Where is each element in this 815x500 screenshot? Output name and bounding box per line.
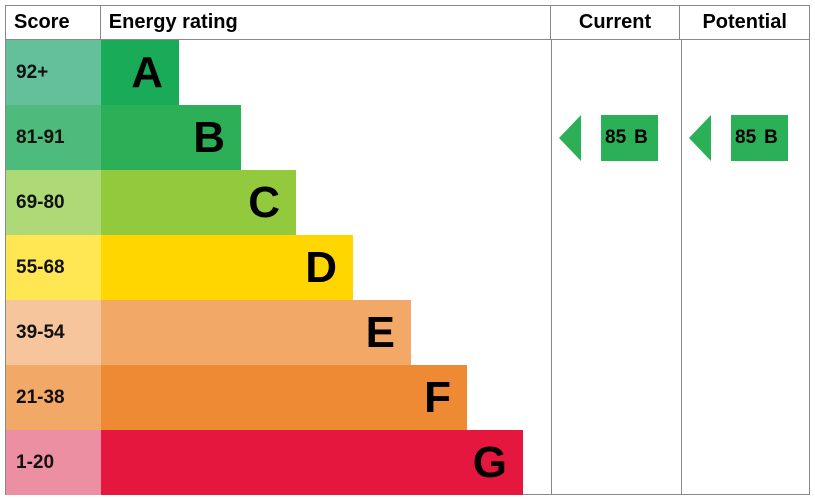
arrow-letter: B bbox=[764, 127, 778, 149]
rating-bar: A bbox=[101, 40, 179, 105]
arrow-letter: B bbox=[634, 127, 648, 149]
score-range: 55-68 bbox=[6, 235, 101, 300]
arrow-score: 85 bbox=[735, 127, 756, 149]
chart-body: 92+A81-91B69-80C55-68D39-54E21-38F1-20G … bbox=[6, 40, 809, 495]
score-range: 39-54 bbox=[6, 300, 101, 365]
score-range: 92+ bbox=[6, 40, 101, 105]
band-row-e: 39-54E bbox=[6, 300, 809, 365]
header-potential: Potential bbox=[679, 6, 809, 39]
rating-bar: C bbox=[101, 170, 296, 235]
header-rating: Energy rating bbox=[101, 6, 550, 39]
rating-bar: D bbox=[101, 235, 353, 300]
band-row-f: 21-38F bbox=[6, 365, 809, 430]
score-range: 81-91 bbox=[6, 105, 101, 170]
rating-bar: G bbox=[101, 430, 523, 495]
rating-bar: E bbox=[101, 300, 411, 365]
band-row-g: 1-20G bbox=[6, 430, 809, 495]
epc-chart: Score Energy rating Current Potential 92… bbox=[5, 5, 810, 495]
band-row-d: 55-68D bbox=[6, 235, 809, 300]
score-range: 1-20 bbox=[6, 430, 101, 495]
band-row-c: 69-80C bbox=[6, 170, 809, 235]
header-current: Current bbox=[550, 6, 680, 39]
current-arrow: 85 B bbox=[581, 115, 666, 161]
header-score: Score bbox=[6, 6, 101, 39]
rating-bar: B bbox=[101, 105, 241, 170]
header-row: Score Energy rating Current Potential bbox=[6, 6, 809, 40]
rating-bar: F bbox=[101, 365, 467, 430]
potential-arrow: 85 B bbox=[711, 115, 796, 161]
score-range: 21-38 bbox=[6, 365, 101, 430]
score-range: 69-80 bbox=[6, 170, 101, 235]
arrow-score: 85 bbox=[605, 127, 626, 149]
band-row-a: 92+A bbox=[6, 40, 809, 105]
